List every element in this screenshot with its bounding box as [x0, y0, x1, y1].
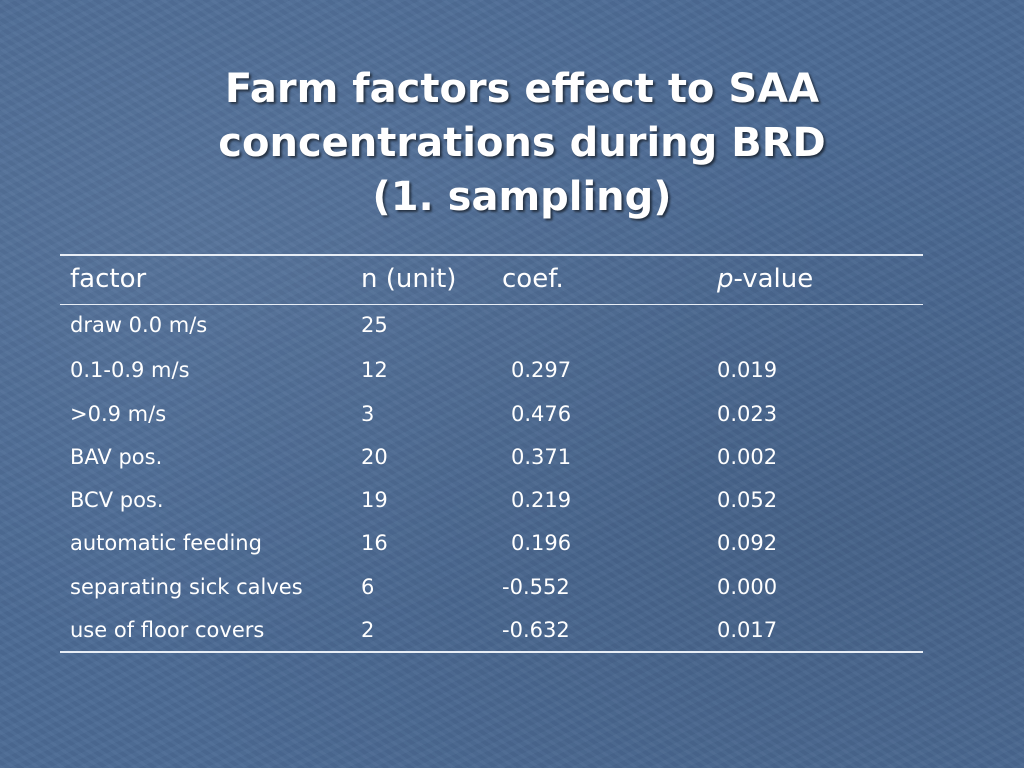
table-row: draw 0.0 m/s 25	[60, 305, 923, 348]
cell-factor: separating sick calves	[70, 574, 303, 599]
cell-n: 19	[361, 488, 388, 513]
cell-coef: 0.219	[511, 488, 572, 513]
cell-p-value: 0.092	[717, 531, 778, 556]
cell-coef: 0.196	[511, 531, 572, 556]
cell-p-value: 0.052	[717, 488, 778, 513]
table-row: BCV pos. 19 0.219 0.052	[60, 478, 923, 521]
slide-title: Farm factors effect to SAA concentration…	[60, 62, 984, 224]
header-p-rest: -value	[733, 264, 814, 294]
cell-coef: -0.552	[502, 574, 570, 599]
table-row: >0.9 m/s 3 0.476 0.023	[60, 392, 923, 435]
cell-n: 20	[361, 444, 388, 469]
cell-n: 16	[361, 531, 388, 556]
title-line-1: Farm factors effect to SAA	[224, 66, 820, 112]
cell-factor: BCV pos.	[70, 488, 164, 513]
table-row: automatic feeding 16 0.196 0.092	[60, 521, 923, 564]
header-p-italic: p	[717, 264, 734, 294]
table-row: BAV pos. 20 0.371 0.002	[60, 435, 923, 478]
table-body: draw 0.0 m/s 25 0.1-0.9 m/s 12 0.297 0.0…	[60, 305, 923, 651]
cell-n: 12	[361, 358, 388, 383]
cell-factor: 0.1-0.9 m/s	[70, 358, 190, 383]
cell-coef: 0.297	[511, 358, 572, 383]
header-coef: coef.	[502, 264, 564, 294]
cell-p-value: 0.017	[717, 618, 778, 643]
title-line-2: concentrations during BRD	[218, 120, 826, 166]
cell-factor: >0.9 m/s	[70, 401, 167, 426]
header-n-unit: n (unit)	[361, 264, 457, 294]
cell-factor: draw 0.0 m/s	[70, 313, 208, 337]
table-row: 0.1-0.9 m/s 12 0.297 0.019	[60, 348, 923, 391]
cell-factor: automatic feeding	[70, 531, 262, 556]
cell-p-value: 0.002	[717, 444, 778, 469]
cell-p-value: 0.019	[717, 358, 778, 383]
header-factor: factor	[70, 264, 147, 294]
cell-p-value: 0.000	[717, 574, 778, 599]
table-row: separating sick calves 6 -0.552 0.000	[60, 565, 923, 608]
results-table: factor n (unit) coef. p-value draw 0.0 m…	[60, 254, 923, 654]
cell-n: 25	[361, 313, 388, 337]
cell-coef: 0.476	[511, 401, 572, 426]
cell-n: 6	[361, 574, 375, 599]
table-header-row: factor n (unit) coef. p-value	[60, 256, 923, 305]
cell-factor: BAV pos.	[70, 444, 163, 469]
cell-p-value: 0.023	[717, 401, 778, 426]
cell-coef: -0.632	[502, 618, 570, 643]
table-row: use of floor covers 2 -0.632 0.017	[60, 608, 923, 651]
title-line-3: (1. sampling)	[372, 174, 672, 220]
cell-coef: 0.371	[511, 444, 572, 469]
cell-n: 3	[361, 401, 375, 426]
header-p-value: p-value	[717, 264, 813, 294]
cell-factor: use of floor covers	[70, 618, 265, 643]
cell-n: 2	[361, 618, 375, 643]
